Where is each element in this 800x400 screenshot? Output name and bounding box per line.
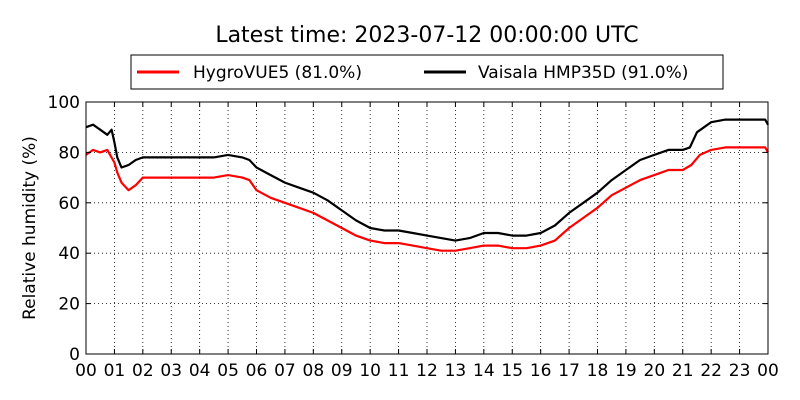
- x-tick-label: 18: [587, 361, 609, 381]
- x-tick-label: 16: [530, 361, 552, 381]
- x-tick-label: 09: [331, 361, 353, 381]
- x-tick-label: 07: [274, 361, 296, 381]
- x-tick-label: 10: [359, 361, 381, 381]
- x-tick-label: 00: [757, 361, 779, 381]
- x-tick-label: 20: [644, 361, 666, 381]
- y-tick-label: 40: [58, 244, 80, 264]
- x-tick-label: 11: [388, 361, 410, 381]
- y-tick-label: 60: [58, 194, 80, 214]
- y-tick-label: 100: [48, 93, 80, 113]
- x-tick-label: 14: [473, 361, 495, 381]
- x-tick-label: 05: [217, 361, 239, 381]
- grid: [86, 102, 768, 354]
- x-tick-label: 19: [615, 361, 637, 381]
- x-tick-label: 00: [75, 361, 97, 381]
- y-tick-label: 0: [69, 345, 80, 365]
- chart-title: Latest time: 2023-07-12 00:00:00 UTC: [215, 23, 638, 48]
- x-tick-label: 13: [445, 361, 467, 381]
- plot-frame: [85, 101, 769, 355]
- series-line-vaisala: [85, 118, 769, 242]
- x-tick-label: 04: [189, 361, 211, 381]
- x-tick-label: 17: [558, 361, 580, 381]
- x-tick-label: 03: [160, 361, 182, 381]
- y-tick-label: 80: [58, 143, 80, 163]
- series-lines: [85, 118, 769, 252]
- x-tick-label: 21: [672, 361, 694, 381]
- x-tick-label: 02: [132, 361, 154, 381]
- x-tick-label: 15: [501, 361, 523, 381]
- legend-label-hygrovue5: HygroVUE5 (81.0%): [193, 63, 362, 83]
- x-tick-label: 12: [416, 361, 438, 381]
- x-tick-label: 06: [246, 361, 268, 381]
- x-tick-label: 23: [729, 361, 751, 381]
- legend: HygroVUE5 (81.0%) Vaisala HMP35D (91.0%): [130, 54, 724, 90]
- series-line-hygrovue5: [85, 146, 769, 252]
- y-tick-label: 20: [58, 295, 80, 315]
- x-tick-label: 08: [303, 361, 325, 381]
- x-tick-label: 22: [700, 361, 722, 381]
- y-axis-label: Relative humidity (%): [20, 136, 40, 320]
- legend-label-vaisala: Vaisala HMP35D (91.0%): [478, 63, 688, 83]
- axis-ticks: 00 01 02 03 04 05 06 07 08 09 10 11 12 13 14 15 16 17 18 19…: [48, 93, 779, 381]
- x-tick-label: 01: [104, 361, 126, 381]
